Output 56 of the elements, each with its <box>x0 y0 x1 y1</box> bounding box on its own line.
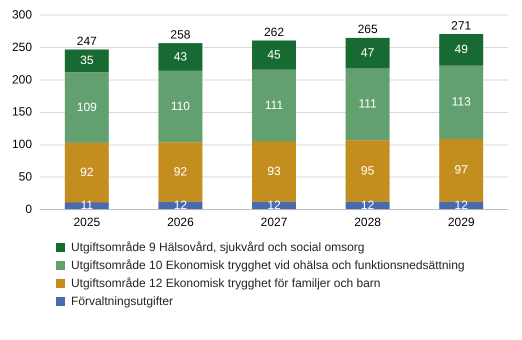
x-tick-label: 2028 <box>354 215 382 230</box>
bar <box>158 43 202 71</box>
total-label: 262 <box>264 24 284 39</box>
bar <box>158 142 202 202</box>
y-tick-label: 100 <box>12 137 32 152</box>
data-label: 12 <box>267 198 282 212</box>
data-label: 12 <box>360 198 375 212</box>
data-label: 97 <box>454 162 468 177</box>
data-label: 111 <box>358 96 378 111</box>
data-label: 12 <box>454 198 468 212</box>
y-tick-label: 300 <box>12 8 32 22</box>
total-label: 258 <box>170 27 191 42</box>
data-label: 110 <box>170 98 190 113</box>
bar <box>346 140 390 202</box>
x-tick-label: 2026 <box>167 215 194 230</box>
total-label: 247 <box>76 34 98 48</box>
total-label: 271 <box>451 18 472 32</box>
data-label: 43 <box>174 49 188 64</box>
bar <box>64 50 109 72</box>
bar <box>64 72 109 143</box>
data-label: 47 <box>360 45 375 60</box>
bar <box>439 138 484 202</box>
x-tick-label: 2029 <box>448 215 475 230</box>
data-label: 35 <box>80 53 94 68</box>
bar <box>252 142 296 202</box>
bar <box>346 68 390 140</box>
bar <box>252 70 296 142</box>
bar <box>158 70 202 142</box>
total-label: 265 <box>358 22 378 36</box>
data-label: 11 <box>80 198 94 212</box>
data-label: 113 <box>452 94 472 109</box>
data-label: 49 <box>454 42 468 56</box>
x-tick-label: 2027 <box>260 215 288 230</box>
data-label: 111 <box>264 98 284 112</box>
bar <box>439 34 484 66</box>
y-tick-label: 0 <box>25 202 32 216</box>
data-label: 12 <box>174 198 188 212</box>
x-tick-label: 2025 <box>73 215 100 230</box>
bar <box>64 142 109 202</box>
bar <box>346 38 390 68</box>
y-tick-label: 200 <box>12 72 32 86</box>
y-tick-label: 150 <box>12 104 32 119</box>
legend-label: Utgiftsområde 9 Hälsovård, sjukvård och social omsorg <box>71 240 364 254</box>
legend-label: Utgiftsområde 12 Ekonomisk trygghet för familjer och barn <box>71 276 380 290</box>
data-label: 109 <box>76 100 98 114</box>
data-label: 92 <box>80 164 94 179</box>
y-tick-label: 50 <box>18 170 32 184</box>
data-label: 93 <box>267 164 282 178</box>
data-label: 45 <box>267 47 282 62</box>
bar <box>439 66 484 139</box>
bar <box>252 40 296 70</box>
y-tick-label: 250 <box>12 40 32 54</box>
legend-label: Utgiftsområde 10 Ekonomisk trygghet vid ohälsa och funktionsnedsättning <box>71 258 465 272</box>
data-label: 92 <box>174 164 188 178</box>
data-label: 95 <box>360 163 375 178</box>
legend-label: Förvaltningsutgifter <box>71 294 174 308</box>
